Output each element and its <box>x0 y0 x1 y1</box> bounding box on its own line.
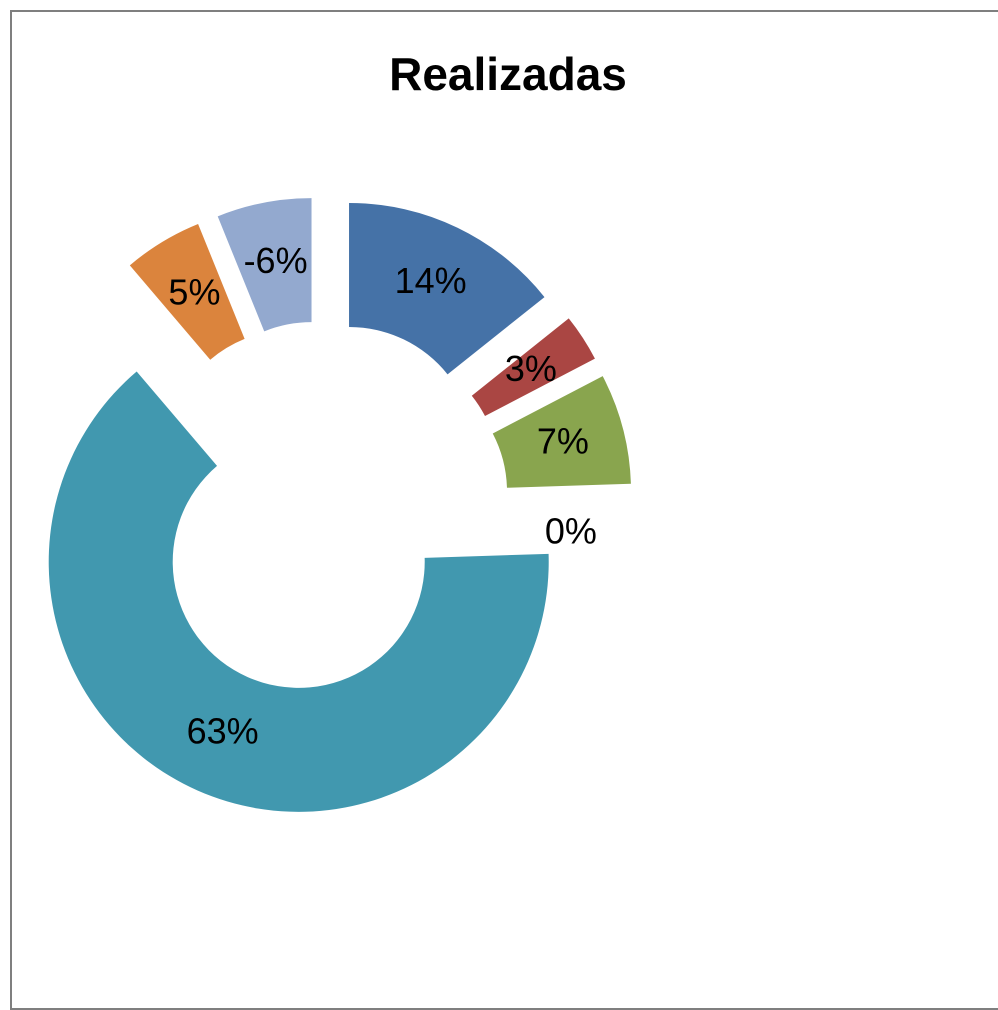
data-label: 3% <box>505 348 557 389</box>
data-label: 63% <box>187 710 259 751</box>
chart-title: Realizadas <box>389 48 627 100</box>
data-label: 14% <box>395 260 467 301</box>
donut-segment <box>349 202 545 375</box>
donut-segment <box>471 318 595 416</box>
donut-segment <box>129 223 245 360</box>
data-label: -6% <box>244 240 308 281</box>
donut-segment <box>492 376 631 488</box>
donut-segment <box>217 198 312 332</box>
data-label: 7% <box>537 421 589 462</box>
donut-segment <box>48 371 549 812</box>
data-label: 5% <box>168 271 220 312</box>
data-label: 0% <box>545 511 597 552</box>
